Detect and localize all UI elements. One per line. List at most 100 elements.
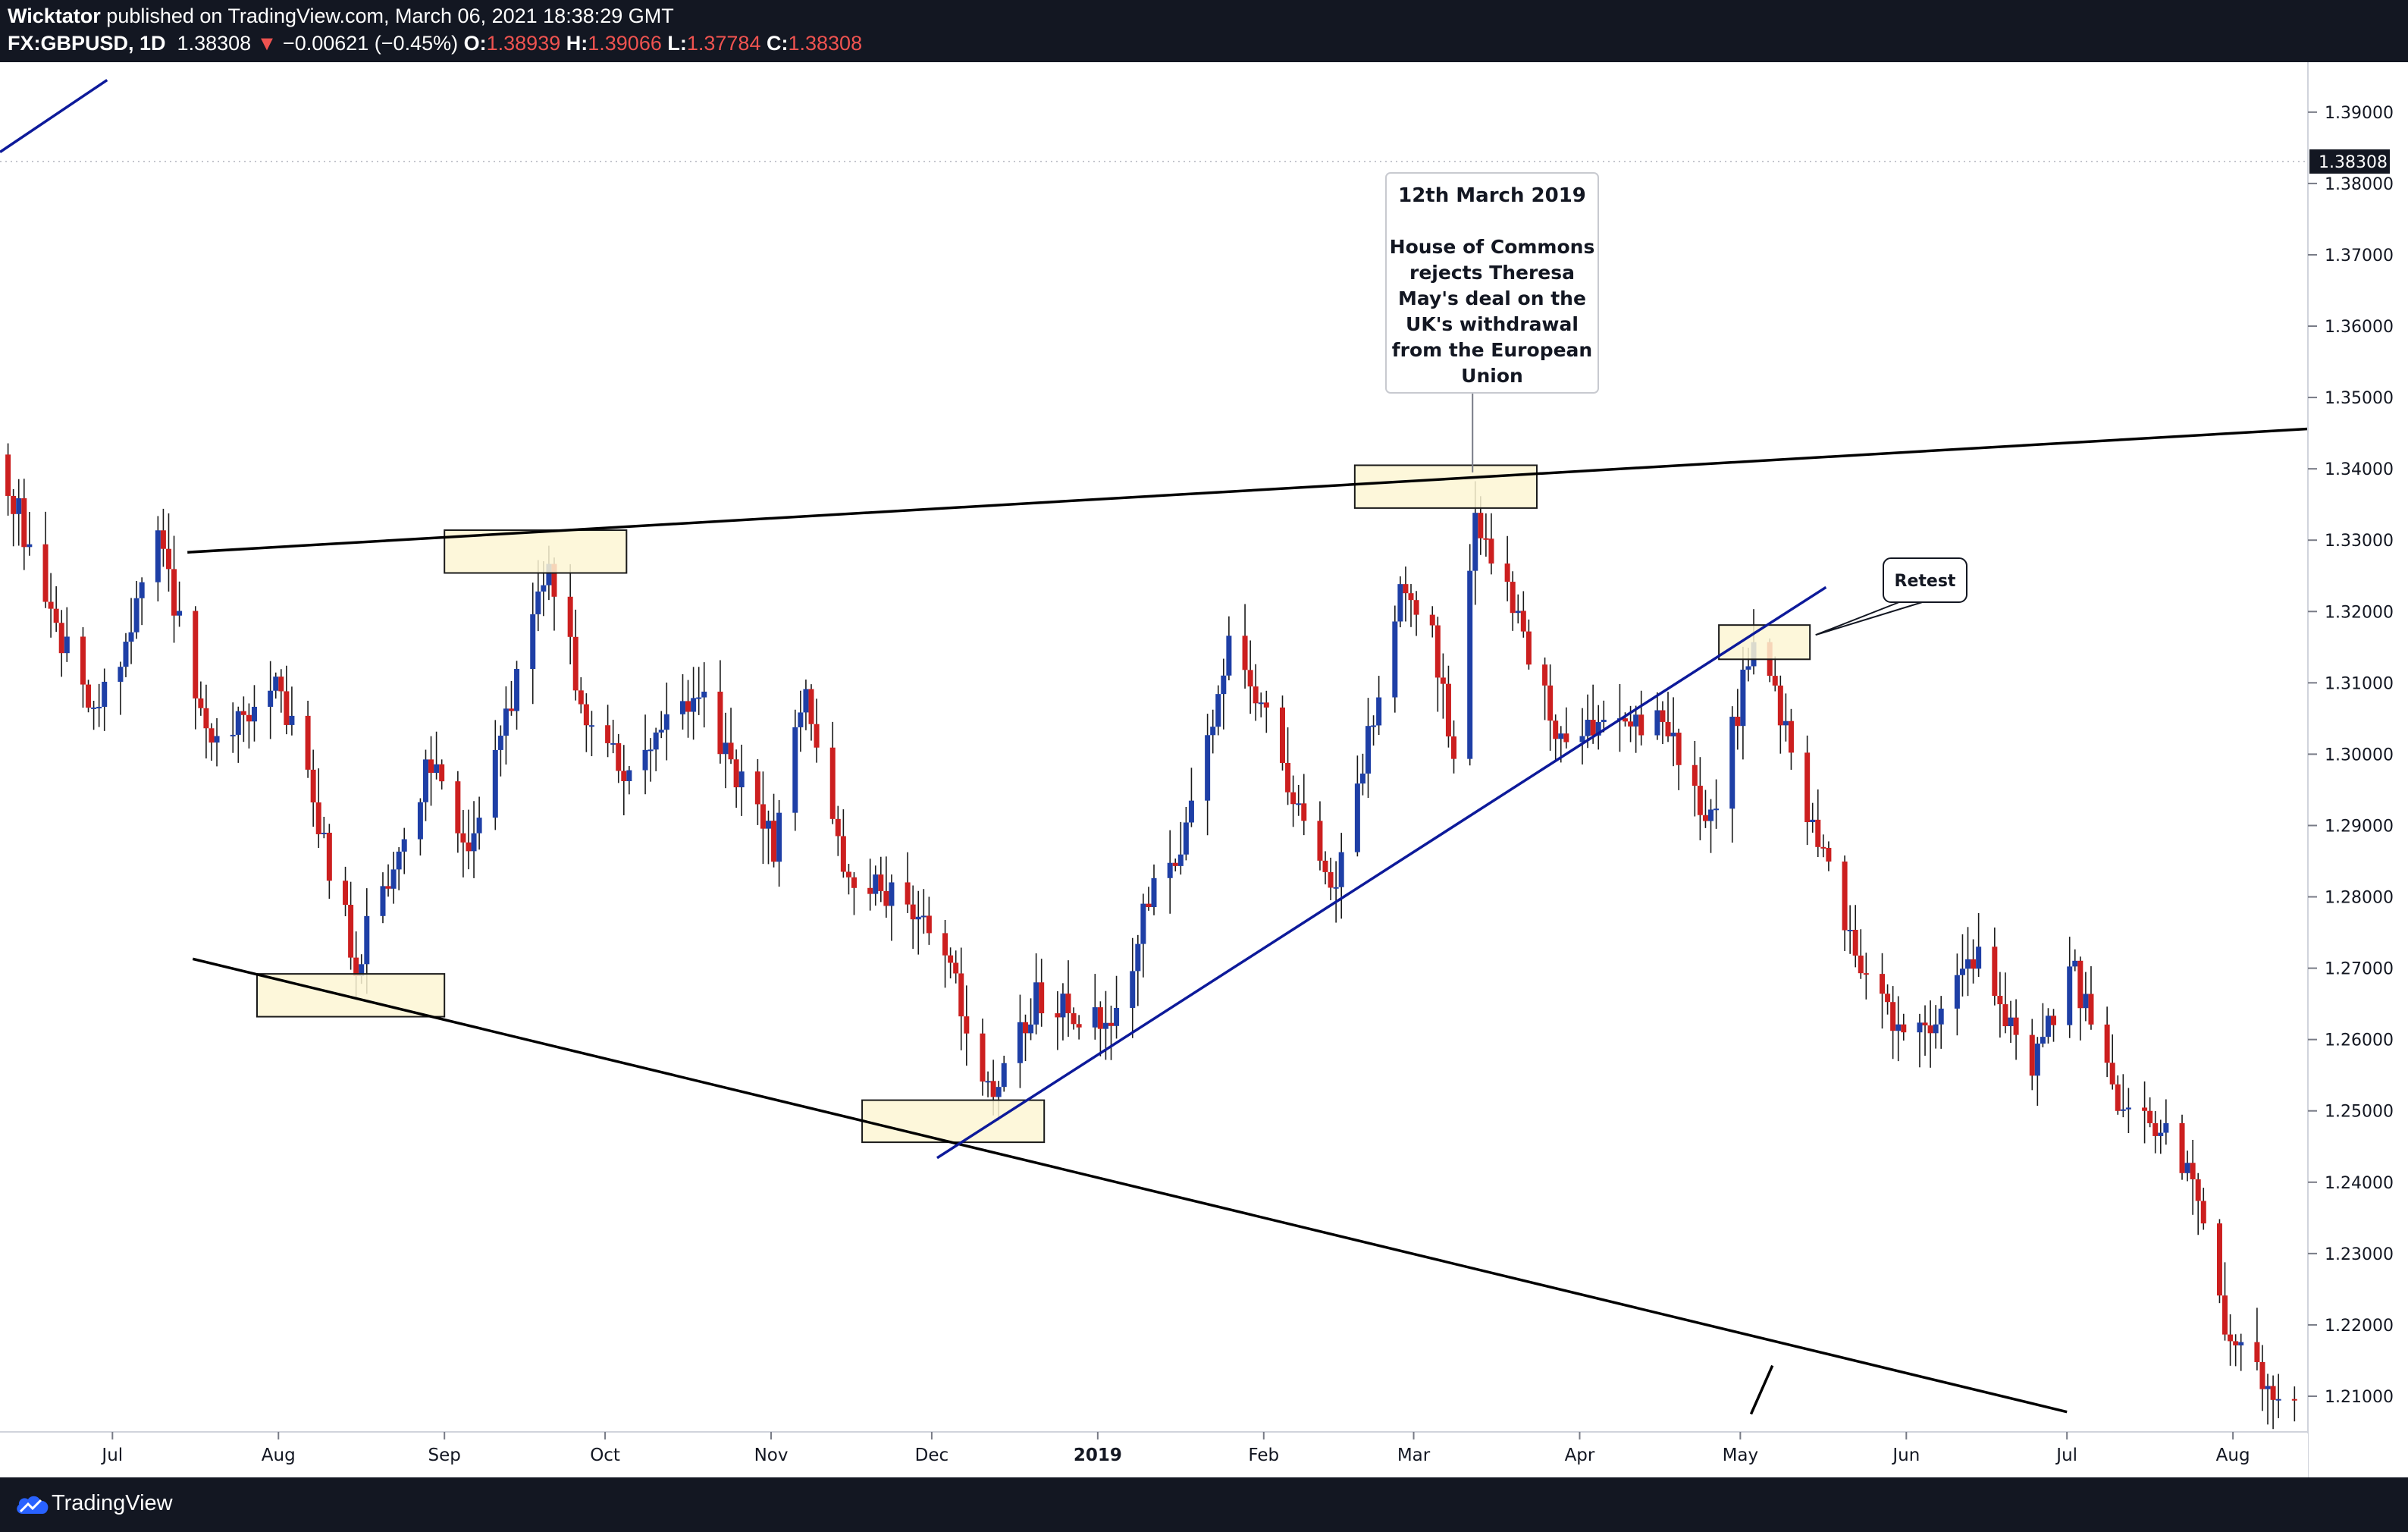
high-label: H: bbox=[566, 32, 588, 55]
candle bbox=[1322, 851, 1328, 885]
candle bbox=[1114, 975, 1120, 1039]
symbol-label[interactable]: FX:GBPUSD, 1D bbox=[8, 32, 166, 55]
candle bbox=[1253, 664, 1259, 721]
candle bbox=[2034, 1037, 2040, 1106]
time-axis[interactable]: Jul Aug Sep Oct Nov Dec 2019 Feb Mar Apr May Jun Jul… bbox=[0, 1432, 2308, 1477]
trendline[interactable] bbox=[1749, 1364, 1774, 1415]
candle bbox=[1221, 658, 1227, 730]
author-name[interactable]: Wicktator bbox=[8, 5, 101, 27]
candle bbox=[964, 985, 970, 1066]
trendline[interactable] bbox=[936, 585, 1827, 1160]
candle bbox=[647, 738, 654, 782]
candle bbox=[958, 947, 964, 1050]
trendline[interactable] bbox=[0, 79, 108, 153]
candle bbox=[572, 609, 578, 701]
retest-callout[interactable]: Retest bbox=[1815, 557, 1967, 636]
candle bbox=[910, 885, 916, 950]
price-zone[interactable] bbox=[1718, 624, 1811, 661]
price-chart[interactable]: 12th March 2019 House of Commons rejects T… bbox=[0, 62, 2408, 1477]
price-axis[interactable]: 1.39000 1.38000 1.37000 1.36000 1.35000 1.340… bbox=[2308, 62, 2408, 1432]
candle bbox=[326, 824, 332, 899]
candle bbox=[2158, 1119, 2164, 1154]
candle bbox=[1708, 799, 1714, 853]
candle bbox=[203, 684, 209, 759]
candle bbox=[1028, 998, 1034, 1041]
candle bbox=[2238, 1333, 2244, 1371]
time-tick-label: Oct bbox=[590, 1446, 620, 1465]
candle bbox=[165, 513, 171, 592]
candle bbox=[289, 686, 295, 736]
candle bbox=[396, 847, 402, 890]
candle bbox=[1296, 784, 1302, 816]
candle bbox=[2008, 1000, 2014, 1044]
candle bbox=[1488, 513, 1494, 575]
candle bbox=[123, 633, 129, 677]
price-tick-label: 1.31000 bbox=[2325, 674, 2394, 693]
time-tick-label: Dec bbox=[915, 1446, 949, 1465]
candle bbox=[401, 827, 407, 874]
candle bbox=[193, 606, 199, 730]
candle bbox=[642, 714, 648, 795]
price-zone[interactable] bbox=[444, 529, 628, 574]
price-tick-label: 1.21000 bbox=[2325, 1388, 2394, 1407]
tradingview-brand[interactable]: TradingView bbox=[52, 1491, 173, 1515]
candle bbox=[1863, 953, 1869, 1000]
trendline[interactable] bbox=[192, 957, 2068, 1414]
candle bbox=[1954, 953, 1960, 1036]
candle bbox=[1263, 690, 1269, 733]
candle bbox=[1959, 934, 1965, 997]
price-tick-label: 1.37000 bbox=[2325, 246, 2394, 265]
callout-line: from the European bbox=[1392, 339, 1592, 361]
candle bbox=[840, 809, 846, 878]
candle bbox=[1676, 728, 1682, 790]
candle bbox=[1055, 990, 1061, 1050]
price-tick-label: 1.23000 bbox=[2325, 1245, 2394, 1264]
candle bbox=[1359, 753, 1365, 796]
candle bbox=[733, 749, 739, 808]
candle bbox=[1188, 768, 1194, 827]
price-plot-area[interactable]: 12th March 2019 House of Commons rejects T… bbox=[0, 79, 2308, 1430]
candle bbox=[1017, 994, 1023, 1088]
candle bbox=[1172, 859, 1178, 871]
candle bbox=[701, 662, 707, 728]
brexit-vote-callout[interactable]: 12th March 2019 House of Commons rejects T… bbox=[1385, 172, 1599, 472]
candle bbox=[497, 725, 503, 777]
candle bbox=[1365, 698, 1372, 798]
candle bbox=[2190, 1139, 2196, 1215]
candle bbox=[1815, 789, 1821, 858]
trendline[interactable] bbox=[187, 427, 2308, 554]
candle bbox=[2163, 1099, 2169, 1145]
candle bbox=[11, 488, 17, 547]
price-tick-label: 1.28000 bbox=[2325, 889, 2394, 908]
candle bbox=[5, 443, 11, 516]
candle bbox=[1413, 591, 1419, 636]
candle bbox=[230, 702, 236, 753]
candle bbox=[2120, 1074, 2126, 1118]
last-price: 1.38308 bbox=[177, 32, 252, 55]
candle bbox=[1317, 801, 1323, 871]
callout-line: rejects Theresa bbox=[1409, 262, 1575, 284]
price-zone[interactable] bbox=[1353, 464, 1538, 509]
price-tick-label: 1.27000 bbox=[2325, 960, 2394, 979]
candle bbox=[1097, 1001, 1103, 1056]
candle bbox=[2115, 1075, 2121, 1115]
candle bbox=[754, 758, 760, 825]
candle bbox=[1810, 802, 1816, 833]
time-tick-label: Feb bbox=[1248, 1446, 1279, 1465]
candle bbox=[471, 801, 477, 878]
candle bbox=[920, 889, 927, 934]
candle bbox=[1022, 1014, 1028, 1062]
callout-title: Retest bbox=[1895, 572, 1956, 591]
candle bbox=[926, 896, 932, 945]
candle bbox=[1247, 640, 1253, 714]
candle bbox=[2125, 1088, 2131, 1134]
candle bbox=[91, 701, 97, 730]
candle bbox=[417, 798, 423, 855]
tradingview-cloud-icon[interactable] bbox=[14, 1493, 52, 1515]
time-tick-label: May bbox=[1723, 1446, 1759, 1465]
candle bbox=[2254, 1308, 2260, 1370]
candle bbox=[878, 856, 884, 903]
candle bbox=[460, 810, 466, 877]
candle bbox=[2029, 1019, 2035, 1091]
candle bbox=[738, 744, 745, 816]
